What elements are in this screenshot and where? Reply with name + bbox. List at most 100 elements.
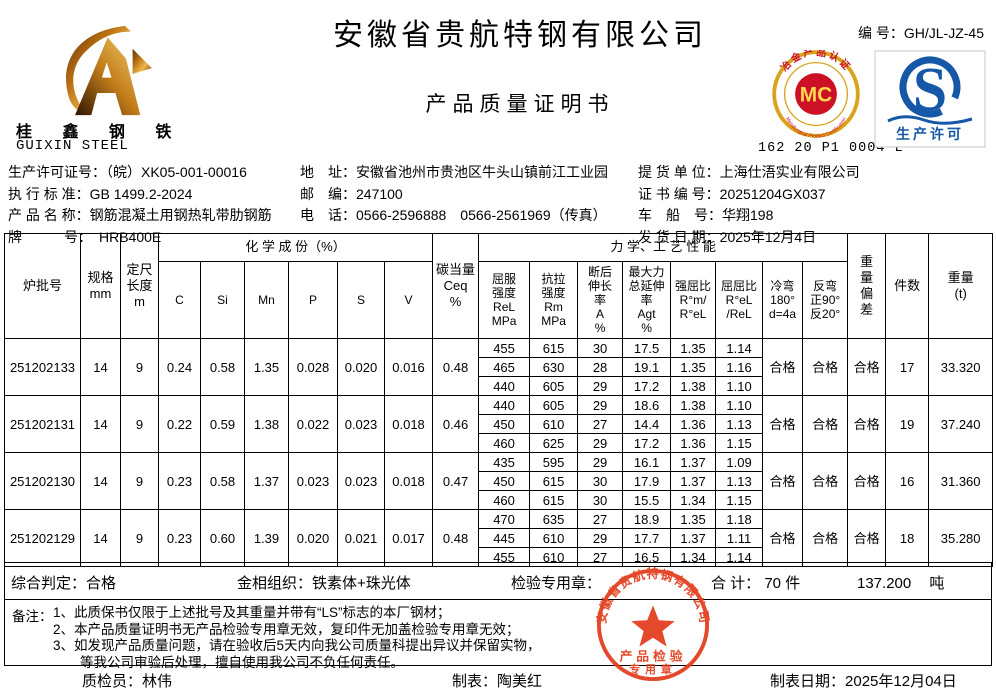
- col-header-ceq: 碳当量 Ceq %: [432, 233, 480, 339]
- inspection-stamp-label: 检验专用章：: [511, 575, 602, 592]
- sub-column-header: 强屈比 R°m/ R°eL: [670, 261, 717, 339]
- mech-value-cell: 14.4: [622, 414, 672, 434]
- logo-english-name: GUIXIN STEEL: [16, 138, 129, 154]
- table-cell: 合格: [802, 452, 849, 510]
- weight-cell: 33.320: [928, 338, 994, 396]
- mech-value-cell: 455: [478, 338, 531, 358]
- info-label: 证 书 编 号：: [638, 185, 720, 202]
- mech-value-cell: 17.2: [622, 433, 672, 453]
- notes-label: 备注：: [12, 609, 53, 624]
- col-header-weight: 重量 (t): [928, 233, 994, 339]
- mech-value-cell: 465: [478, 357, 531, 377]
- logo-chinese-name: 桂 鑫 钢 铁: [16, 124, 185, 141]
- pieces-cell: 19: [885, 395, 930, 453]
- table-cell: 0.58: [200, 452, 245, 510]
- qs-s-letter: S: [913, 56, 947, 124]
- table-cell: 0.22: [158, 395, 201, 453]
- table-cell: 1.35: [244, 338, 289, 396]
- mech-value-cell: 460: [478, 490, 531, 510]
- mech-value-cell: 610: [529, 528, 579, 548]
- info-value: 钢筋混凝土用钢热轧带肋钢筋: [89, 207, 272, 223]
- mech-value-cell: 1.14: [715, 338, 764, 358]
- table-cell: 0.023: [337, 395, 385, 453]
- structure-value: 铁素体+珠光体: [312, 575, 411, 592]
- mech-value-cell: 1.35: [670, 509, 717, 529]
- total-weight-value: 137.200: [857, 575, 912, 592]
- tabulator-label: 制表：: [452, 673, 498, 690]
- heat-number-cell: 251202131: [4, 395, 81, 453]
- mech-value-cell: 1.35: [670, 357, 717, 377]
- sub-column-header: V: [383, 261, 434, 339]
- mech-value-cell: 440: [478, 395, 531, 415]
- table-cell: 0.018: [383, 395, 434, 453]
- sub-column-header: Si: [200, 261, 245, 339]
- total-weight: 137.200 吨: [857, 572, 944, 593]
- sub-column-header: 屈服 强度 ReL MPa: [478, 261, 531, 339]
- note-line: 3、如发现产品质量问题，请在验收后5天内向我公司质量科提出异议并保留实物，: [53, 638, 541, 653]
- weight-cell: 35.280: [928, 509, 994, 567]
- weight-cell: 37.240: [928, 395, 994, 453]
- table-cell: 合格: [762, 509, 804, 567]
- certificate-serial-number: 编 号：GH/JL-JZ-45: [858, 23, 984, 43]
- mech-value-cell: 1.10: [715, 395, 764, 415]
- sub-column-header: 冷弯 180° d=4a: [762, 261, 804, 339]
- mc-certificate-code: 162 20 P1 0004 L: [758, 141, 904, 156]
- weight-cell: 31.360: [928, 452, 994, 510]
- table-cell: 0.021: [337, 509, 385, 567]
- info-label: 地 址：: [300, 164, 356, 180]
- table-cell: 1.37: [244, 452, 289, 510]
- mc-letters: MC: [800, 84, 833, 107]
- table-cell: 14: [80, 452, 121, 510]
- table-cell: 14: [80, 395, 121, 453]
- table-row: 251202130 14 9 0.23 0.58 1.37 0.023 0.023 0.018 0…: [4, 452, 994, 510]
- mech-value-cell: 17.9: [622, 471, 672, 491]
- mech-value-cell: 470: [478, 509, 531, 529]
- table-cell: 0.018: [383, 452, 434, 510]
- mech-value-cell: 1.13: [715, 471, 764, 491]
- table-cell: 0.023: [337, 452, 385, 510]
- mech-value-cell: 1.15: [715, 490, 764, 510]
- table-row: 440 605 29 17.2 1.38 1.10: [5, 376, 993, 396]
- mech-value-cell: 630: [529, 357, 579, 377]
- sub-column-header: 抗拉 强度 Rm MPa: [529, 261, 579, 339]
- info-value: （皖）XK05-001-00016: [106, 164, 247, 180]
- table-cell: 合格: [847, 452, 887, 510]
- table-cell: 0.47: [432, 452, 480, 510]
- info-value: 上海仕浯实业有限公司: [719, 164, 860, 180]
- mech-value-cell: 625: [529, 433, 579, 453]
- total-pieces-value: 70: [764, 575, 782, 592]
- mech-value-cell: 1.38: [670, 376, 717, 396]
- table-cell: 9: [120, 452, 159, 510]
- mech-value-cell: 28: [577, 357, 624, 377]
- table-row: 450 610 27 14.4 1.36 1.13: [5, 414, 993, 434]
- mech-value-cell: 17.2: [622, 376, 672, 396]
- table-cell: 0.020: [337, 338, 385, 396]
- pieces-cell: 17: [885, 338, 930, 396]
- table-cell: 0.24: [158, 338, 201, 396]
- table-cell: 9: [120, 509, 159, 567]
- overall-judgement: 综合判定：合格: [11, 572, 116, 593]
- mech-value-cell: 16.1: [622, 452, 672, 472]
- info-line: 车 船 号：华翔198: [638, 205, 860, 227]
- mech-value-cell: 1.37: [670, 528, 717, 548]
- table-cell: 9: [120, 338, 159, 396]
- table-row: 465 630 28 19.1 1.35 1.16: [5, 357, 993, 377]
- notes-lines: 1、此质保书仅限于上述批号及其重量并带有“LS”标志的本厂钢材； 2、本产品质量证…: [53, 605, 541, 671]
- mech-value-cell: 29: [577, 395, 624, 415]
- inspector-name: 林伟: [142, 673, 173, 690]
- table-cell: 合格: [847, 509, 887, 567]
- structure-label: 金相组织：: [237, 575, 313, 592]
- mech-value-cell: 450: [478, 471, 531, 491]
- mech-value-cell: 17.5: [622, 338, 672, 358]
- date-label: 制表日期：: [770, 673, 846, 690]
- table-header-row-2: C Si Mn P S V 屈服 强度 ReL MPa 抗拉 强度 Rm MPa 断后 伸长 率…: [5, 261, 993, 339]
- mech-value-cell: 615: [529, 338, 579, 358]
- mech-value-cell: 27: [577, 414, 624, 434]
- pieces-unit: 件: [785, 575, 801, 592]
- table-cell: 0.48: [432, 338, 480, 396]
- info-line: 证 书 编 号：20251204GX037: [638, 184, 860, 206]
- date-value: 2025年12月04日: [845, 673, 957, 690]
- mech-value-cell: 15.5: [622, 490, 672, 510]
- weight-unit: 吨: [929, 575, 945, 592]
- table-body: 251202133 14 9 0.24 0.58 1.35 0.028 0.020 0.016 0…: [4, 338, 994, 567]
